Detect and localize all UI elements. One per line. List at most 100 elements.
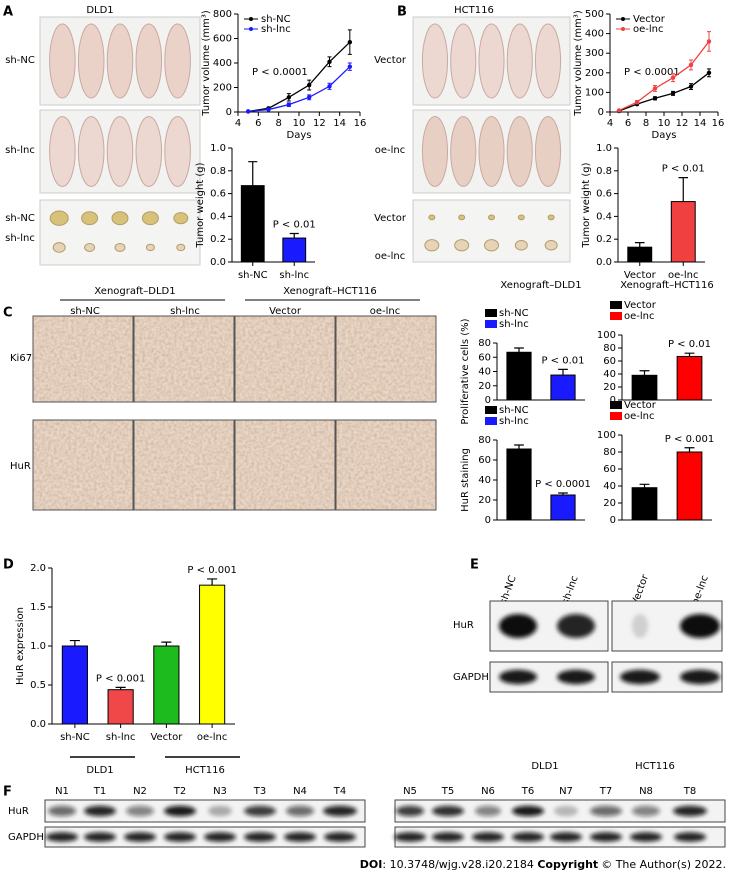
band [244, 805, 276, 817]
point [706, 70, 712, 76]
y-tick-label: 0 [485, 515, 491, 526]
band [48, 805, 76, 817]
band [394, 832, 426, 842]
mouse [77, 23, 105, 99]
line [248, 66, 351, 113]
band [673, 805, 707, 817]
error-bar [678, 177, 689, 202]
y-tick-label: 80 [478, 338, 491, 349]
error-bar [207, 578, 218, 586]
lane-label: T1 [93, 786, 106, 797]
band [630, 832, 662, 842]
lane-label: T7 [599, 786, 612, 797]
tumor [514, 239, 528, 251]
point [670, 91, 676, 96]
error-bar [289, 232, 299, 239]
y-axis-label: Tumor weight (g) [195, 162, 206, 248]
band [396, 805, 424, 817]
ihc-frame [335, 315, 437, 403]
group-label: DLD1 [86, 765, 113, 776]
y-tick-label: 40 [603, 481, 616, 492]
x-tick-label: 8 [643, 118, 649, 129]
mouse [49, 116, 76, 187]
legend-point [249, 27, 253, 31]
mouse [534, 23, 562, 99]
y-tick-label: 0.8 [210, 166, 226, 177]
lane-label: N6 [481, 786, 495, 797]
tumor [484, 239, 499, 252]
x-tick-label: 12 [313, 118, 326, 129]
y-tick-label: 80 [478, 435, 491, 446]
y-axis-label: Proliferative cells (%) [460, 318, 471, 424]
band [284, 832, 316, 842]
ihc-frame [234, 419, 336, 511]
ihc-texture [235, 316, 335, 402]
point [286, 102, 292, 107]
error-bar [684, 447, 695, 452]
doi: : 10.3748/wjg.v28.i20.2184 [382, 858, 534, 871]
tumor [428, 214, 436, 221]
legend-label: oe-lnc [624, 311, 655, 322]
ihc-frame [133, 315, 235, 403]
annotation: P < 0.0001 [252, 67, 308, 78]
row-label: GAPDH [8, 832, 44, 843]
legend-label: sh-NC [499, 405, 529, 416]
p-value: P < 0.001 [96, 673, 145, 684]
group-label: HCT116 [635, 761, 675, 772]
x-tick-label: 14 [333, 118, 346, 129]
legend-swatch [610, 301, 622, 309]
y-tick-label: 0.2 [210, 234, 226, 245]
p-value: P < 0.01 [273, 220, 316, 231]
band [432, 832, 464, 842]
point [688, 84, 694, 89]
mouse [534, 116, 562, 187]
row-label: sh-NC [5, 55, 35, 66]
y-tick-label: 40 [478, 475, 491, 486]
column-label: Vector [269, 306, 302, 317]
band [164, 832, 196, 842]
lane-label: T5 [441, 786, 454, 797]
tumor [517, 214, 525, 221]
error-bar [514, 347, 524, 353]
bar [506, 351, 532, 401]
y-tick-label: 60 [603, 356, 616, 367]
point [706, 39, 712, 44]
tumor [176, 243, 186, 252]
y-tick-label: 0 [610, 515, 616, 526]
row-label: Vector [374, 213, 407, 224]
lane-label: N2 [133, 786, 147, 797]
y-tick-label: 0.0 [30, 719, 46, 730]
x-tick-label: sh-NC [60, 732, 90, 743]
x-tick-label: 12 [676, 118, 689, 129]
cell-line: HCT116 [454, 5, 494, 16]
y-tick-label: 60 [603, 464, 616, 475]
y-tick-label: 0.2 [596, 234, 612, 245]
error-bar [514, 444, 524, 449]
band [472, 832, 504, 842]
error-bar [558, 368, 568, 376]
footer: DOI: 10.3748/wjg.v28.i20.2184 Copyright ©… [0, 858, 726, 871]
y-tick-label: 40 [603, 369, 616, 380]
mouse [77, 116, 105, 187]
band [244, 832, 276, 842]
band [680, 614, 720, 638]
y-axis-label: HuR expression [15, 607, 26, 685]
y-tick-label: 0 [610, 395, 616, 406]
error-bar [248, 161, 258, 186]
y-tick-label: 1.0 [210, 143, 226, 154]
x-tick-label: 4 [607, 118, 613, 129]
y-tick-label: 80 [603, 343, 616, 354]
ihc-frame [133, 419, 235, 511]
group-label: HCT116 [185, 765, 225, 776]
tumor [544, 239, 558, 251]
ihc-texture [33, 420, 133, 510]
point [652, 96, 658, 101]
y-tick-label: 800 [213, 9, 232, 20]
mouse [106, 116, 134, 187]
point [688, 62, 694, 68]
p-value: P < 0.0001 [535, 479, 591, 490]
tumor [52, 242, 66, 253]
x-tick-label: 6 [255, 118, 261, 129]
legend-label: oe-lnc [633, 24, 664, 35]
